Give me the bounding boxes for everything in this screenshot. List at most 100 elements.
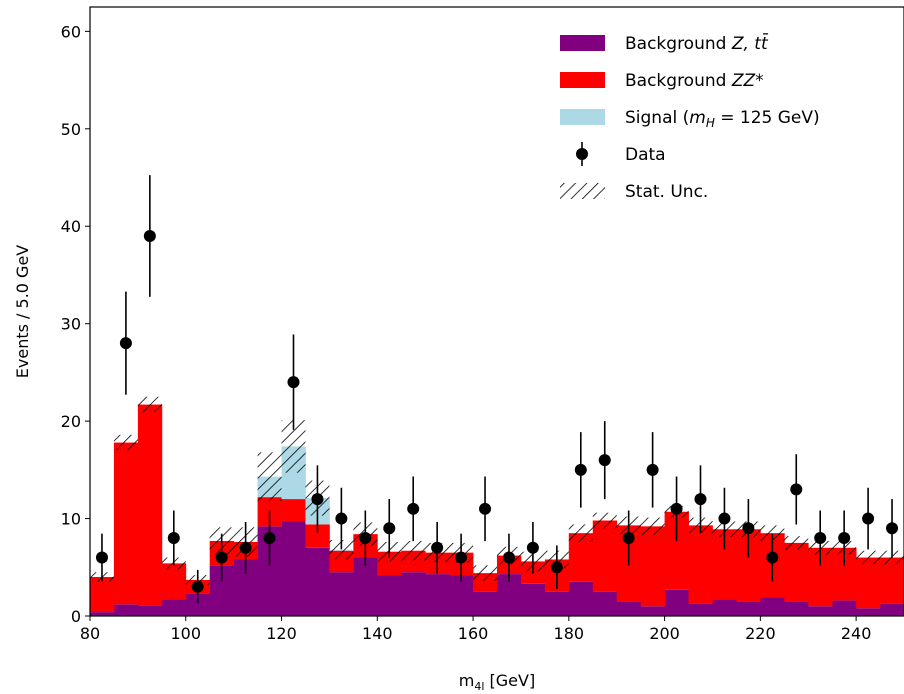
x-tick-label-6: 200 <box>649 624 680 643</box>
data-point-18 <box>526 541 539 554</box>
data-point-22 <box>622 532 635 545</box>
stat-unc-band-bin16 <box>473 565 497 581</box>
bar-series0-bin30 <box>808 606 833 616</box>
data-point-14 <box>431 541 444 554</box>
stat-unc-band-bin13 <box>401 540 426 561</box>
data-point-0 <box>95 551 108 564</box>
legend-swatch-4 <box>560 183 605 199</box>
bar-series0-bin33 <box>880 603 904 616</box>
bar-series0-bin27 <box>736 601 761 616</box>
x-tick-label-7: 220 <box>745 624 776 643</box>
bar-series0-bin23 <box>640 606 665 616</box>
legend-label-4: Stat. Unc. <box>625 182 708 202</box>
bar-series1-bin32 <box>856 557 881 609</box>
bar-series0-bin25 <box>688 603 713 616</box>
bar-series0-bin29 <box>784 601 809 616</box>
y-tick-label-1: 10 <box>61 510 81 529</box>
x-tick-label-3: 140 <box>362 624 393 643</box>
y-tick-label-0: 0 <box>71 607 81 626</box>
bar-series0-bin26 <box>712 599 737 616</box>
bar-series0-bin16 <box>473 591 498 616</box>
data-point-7 <box>263 532 276 545</box>
x-tick-label-1: 100 <box>170 624 201 643</box>
data-point-16 <box>479 502 492 515</box>
data-point-4 <box>191 580 204 593</box>
plot-frame <box>89 6 904 617</box>
stat-unc-band-bin28 <box>760 525 785 541</box>
bar-series1-bin1 <box>113 442 139 605</box>
bar-series1-bin33 <box>880 557 904 604</box>
bar-series0-bin10 <box>329 572 354 616</box>
bar-series1-bin23 <box>640 526 665 607</box>
bar-series1-bin25 <box>688 525 713 604</box>
bar-series0-bin11 <box>353 557 378 616</box>
y-tick-label-4: 40 <box>61 217 81 236</box>
stat-unc-band-bin23 <box>640 517 665 536</box>
data-point-13 <box>407 502 420 515</box>
bar-series0-bin24 <box>664 589 689 616</box>
legend: Background Z, tt̄ Background ZZ* Signal (m… <box>560 32 820 202</box>
bar-series0-bin12 <box>377 575 402 616</box>
data-point-26 <box>718 512 731 525</box>
plot-area <box>90 175 904 616</box>
data-point-30 <box>814 532 827 545</box>
stat-unc-band-bin7 <box>257 452 282 502</box>
data-point-32 <box>862 512 875 525</box>
data-point-29 <box>790 483 803 496</box>
data-point-19 <box>550 561 563 574</box>
stat-unc-band-bin2 <box>137 396 162 413</box>
x-axis-title: m4l [GeV] <box>459 671 535 693</box>
legend-label-0: Background Z, tt̄ <box>625 32 769 54</box>
bar-series0-bin20 <box>568 581 594 616</box>
bar-series0-bin21 <box>592 591 618 616</box>
bar-series0-bin1 <box>113 604 139 616</box>
x-tick-label-8: 240 <box>841 624 872 643</box>
data-point-1 <box>119 337 132 350</box>
bar-series0-bin15 <box>449 575 474 616</box>
stat-unc-band-bin20 <box>568 524 593 542</box>
bar-series0-bin4 <box>185 593 211 616</box>
data-point-24 <box>670 502 683 515</box>
bar-series0-bin19 <box>544 591 570 616</box>
data-point-23 <box>646 463 659 476</box>
data-point-31 <box>838 532 851 545</box>
legend-label-2: Signal (mH = 125 GeV) <box>625 108 820 130</box>
y-tick-label-2: 20 <box>61 412 81 431</box>
bar-series0-bin2 <box>137 605 163 616</box>
data-point-2 <box>143 229 156 242</box>
stat-unc-band-bin32 <box>856 550 881 565</box>
stat-unc-band-bin21 <box>592 512 617 529</box>
x-tick-label-0: 80 <box>80 624 100 643</box>
bar-series0-bin14 <box>425 574 450 616</box>
stat-unc-band-bin10 <box>329 539 354 560</box>
bar-series0-bin8 <box>281 521 306 616</box>
legend-label-3: Data <box>625 145 666 165</box>
data-point-3 <box>167 532 180 545</box>
bar-series0-bin31 <box>832 600 857 616</box>
legend-marker-3 <box>576 148 588 160</box>
data-point-33 <box>886 522 899 535</box>
bar-series1-bin3 <box>161 563 187 600</box>
bar-series0-bin18 <box>520 583 546 616</box>
y-tick-label-3: 30 <box>61 315 81 334</box>
bar-series0-bin22 <box>616 601 642 616</box>
stat-unc-band-bin29 <box>784 536 809 550</box>
data-point-6 <box>239 541 252 554</box>
bar-series1-bin9 <box>305 524 330 548</box>
bar-series1-bin21 <box>592 520 618 592</box>
bar-series1-bin8 <box>281 499 306 522</box>
bar-series1-bin0 <box>90 577 115 613</box>
stat-unc-band-bin1 <box>113 434 138 451</box>
y-tick-label-5: 50 <box>61 120 81 139</box>
data-point-17 <box>502 551 515 564</box>
legend-label-1: Background ZZ* <box>625 71 764 91</box>
data-point-11 <box>359 532 372 545</box>
bar-series0-bin28 <box>760 597 785 616</box>
x-tick-label-2: 120 <box>266 624 297 643</box>
bar-series0-bin3 <box>161 599 187 616</box>
data-point-21 <box>598 454 611 467</box>
data-point-9 <box>311 493 324 506</box>
data-point-12 <box>383 522 396 535</box>
bar-series0-bin32 <box>856 608 881 616</box>
bar-series0-bin9 <box>305 547 330 616</box>
